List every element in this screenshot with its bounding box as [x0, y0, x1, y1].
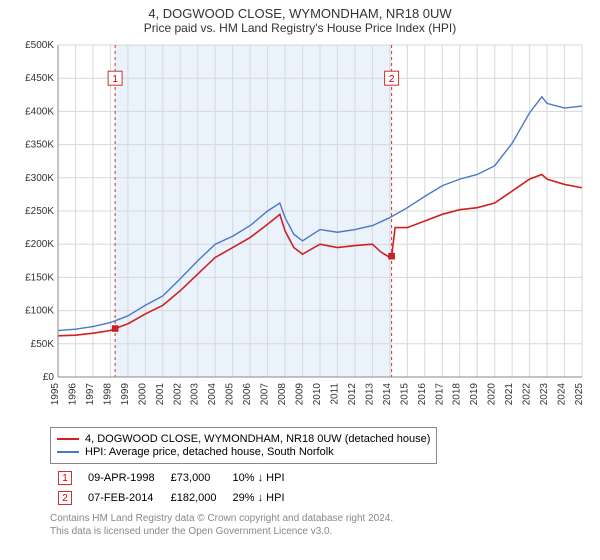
svg-text:£200K: £200K [25, 239, 54, 250]
events-table: 1 09-APR-1998£73,00010% ↓ HPI 2 07-FEB-2014… [50, 468, 293, 508]
svg-text:2004: 2004 [207, 383, 218, 406]
chart-subtitle: Price paid vs. HM Land Registry's House … [10, 21, 590, 35]
event-marker: 1 [58, 471, 72, 485]
event-date: 09-APR-1998 [80, 468, 163, 488]
svg-text:£500K: £500K [25, 40, 54, 51]
svg-text:2019: 2019 [469, 383, 480, 406]
svg-text:2012: 2012 [347, 383, 358, 406]
svg-text:2020: 2020 [487, 383, 498, 406]
legend-label: HPI: Average price, detached house, Sout… [85, 446, 334, 458]
event-diff: 10% ↓ HPI [225, 468, 293, 488]
footer-attribution: Contains HM Land Registry data © Crown c… [50, 512, 590, 538]
svg-text:2018: 2018 [452, 383, 463, 406]
svg-text:2024: 2024 [557, 383, 568, 406]
svg-text:£400K: £400K [25, 106, 54, 117]
svg-text:2006: 2006 [242, 383, 253, 406]
svg-text:1999: 1999 [120, 383, 131, 406]
legend: 4, DOGWOOD CLOSE, WYMONDHAM, NR18 0UW (d… [50, 427, 437, 464]
svg-text:2015: 2015 [399, 383, 410, 406]
svg-text:2011: 2011 [329, 383, 340, 405]
svg-text:2002: 2002 [172, 383, 183, 406]
legend-swatch [57, 438, 79, 440]
svg-text:1996: 1996 [67, 383, 78, 406]
svg-text:2016: 2016 [417, 383, 428, 406]
event-price: £73,000 [163, 468, 225, 488]
svg-text:2009: 2009 [295, 383, 306, 406]
svg-text:£450K: £450K [25, 73, 54, 84]
svg-text:£300K: £300K [25, 173, 54, 184]
event-diff: 29% ↓ HPI [225, 488, 293, 508]
svg-text:1995: 1995 [50, 383, 61, 406]
svg-text:2023: 2023 [539, 383, 550, 406]
svg-text:2007: 2007 [260, 383, 271, 406]
svg-text:£150K: £150K [25, 272, 54, 283]
legend-swatch [57, 451, 79, 453]
legend-item: 4, DOGWOOD CLOSE, WYMONDHAM, NR18 0UW (d… [57, 433, 430, 445]
event-marker: 2 [58, 491, 72, 505]
svg-text:2025: 2025 [574, 383, 585, 406]
svg-text:2003: 2003 [190, 383, 201, 406]
svg-text:2021: 2021 [504, 383, 515, 406]
event-price: £182,000 [163, 488, 225, 508]
chart: £0 £50K £100K £150K £200K £250K £300K £350K £400… [10, 39, 590, 421]
legend-label: 4, DOGWOOD CLOSE, WYMONDHAM, NR18 0UW (d… [85, 433, 430, 445]
svg-text:2: 2 [389, 74, 395, 85]
event-row: 2 07-FEB-2014£182,00029% ↓ HPI [50, 488, 293, 508]
svg-text:1997: 1997 [85, 383, 96, 406]
svg-text:2005: 2005 [225, 383, 236, 406]
svg-text:2008: 2008 [277, 383, 288, 406]
svg-text:2022: 2022 [522, 383, 533, 406]
svg-text:2013: 2013 [364, 383, 375, 406]
svg-text:2017: 2017 [434, 383, 445, 406]
svg-text:£0: £0 [43, 372, 55, 383]
event-row: 1 09-APR-1998£73,00010% ↓ HPI [50, 468, 293, 488]
svg-text:2001: 2001 [155, 383, 166, 406]
svg-text:2010: 2010 [312, 383, 323, 406]
svg-text:1998: 1998 [102, 383, 113, 406]
svg-text:2014: 2014 [382, 383, 393, 406]
svg-text:£250K: £250K [25, 206, 54, 217]
chart-title: 4, DOGWOOD CLOSE, WYMONDHAM, NR18 0UW [10, 6, 590, 21]
svg-text:1: 1 [112, 74, 118, 85]
svg-text:£50K: £50K [31, 339, 55, 350]
event-date: 07-FEB-2014 [80, 488, 163, 508]
svg-text:£350K: £350K [25, 140, 54, 151]
svg-text:£100K: £100K [25, 306, 54, 317]
legend-item: HPI: Average price, detached house, Sout… [57, 446, 430, 458]
svg-text:2000: 2000 [137, 383, 148, 406]
